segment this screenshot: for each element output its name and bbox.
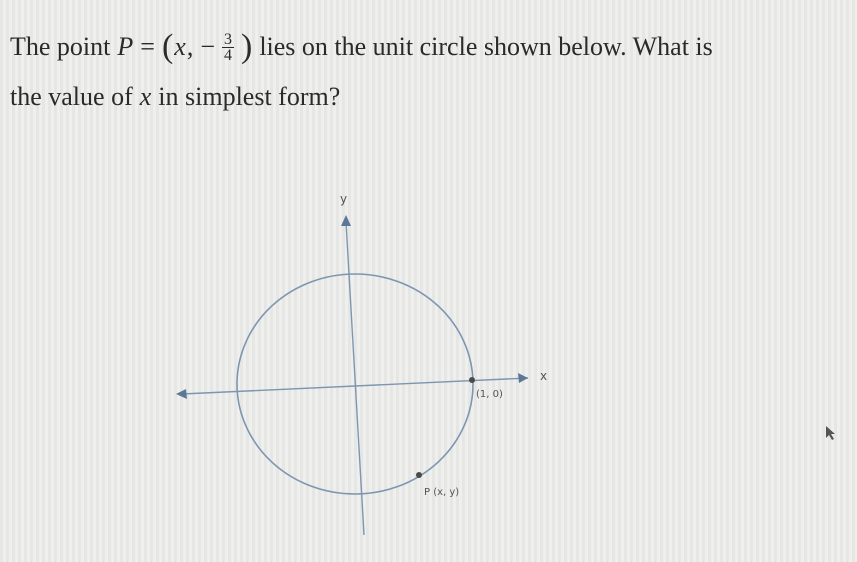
question-line-1: The point P = ( x , − 3 4 ) lies on the … — [10, 28, 713, 66]
y-axis-label: y — [340, 192, 347, 206]
text: in simplest form? — [158, 82, 341, 111]
p-label: P (x, y) — [424, 487, 459, 498]
point-p — [416, 472, 422, 478]
unit-circle — [236, 273, 474, 495]
y-axis — [345, 221, 365, 536]
math: P — [117, 32, 134, 61]
point-label: (1, 0) — [476, 389, 503, 400]
math: ( — [161, 28, 174, 65]
mouse-cursor — [826, 426, 835, 440]
text: lies on the unit circle shown below. Wha… — [259, 32, 713, 61]
math: , — [186, 32, 194, 61]
math: x — [139, 82, 152, 111]
text: The point — [10, 32, 111, 61]
fraction: 3 4 — [221, 30, 234, 64]
x-axis-label: x — [540, 369, 547, 383]
math: ) — [240, 28, 253, 65]
math: x — [174, 32, 186, 61]
question-line-2: the value of x in simplest form? — [10, 82, 340, 112]
math: − — [200, 32, 215, 61]
math: = — [140, 32, 155, 61]
y-arrow — [341, 215, 351, 226]
denominator: 4 — [223, 46, 232, 64]
x-arrow — [176, 389, 187, 399]
x-arrow — [518, 373, 528, 383]
point-1-0 — [469, 377, 475, 383]
text: the value of — [10, 82, 133, 111]
numerator: 3 — [221, 30, 234, 48]
